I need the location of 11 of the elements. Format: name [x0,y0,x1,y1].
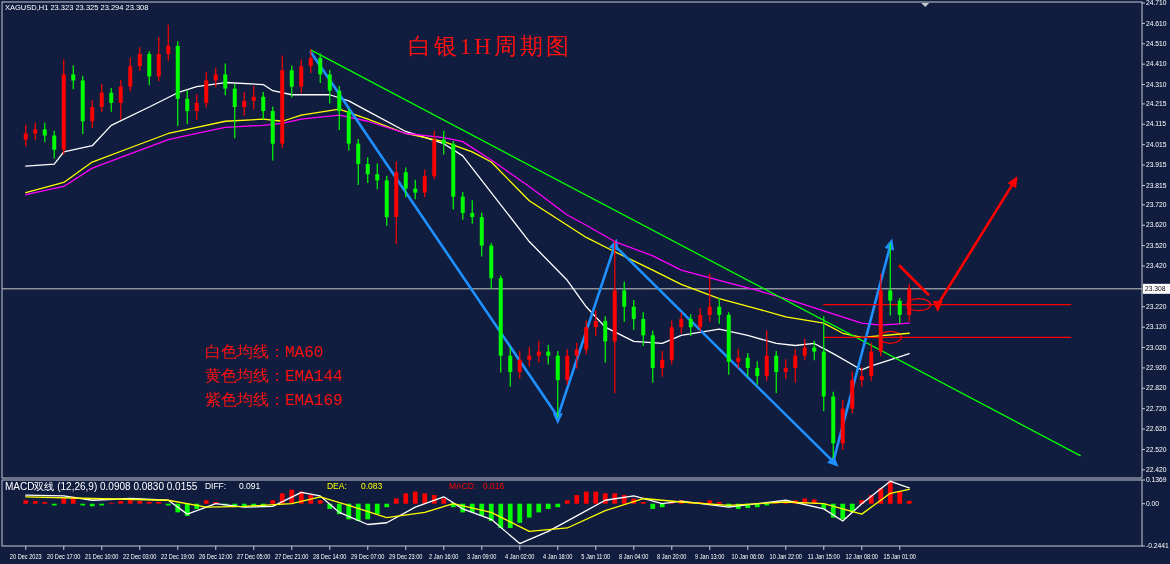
annotation: 白色均线：MA60 [205,343,324,362]
annotation: 0.016 [482,481,505,491]
annotation: 紫色均线：EMA169 [205,391,343,410]
annotation: 黄色均线：EMA144 [205,367,343,386]
annotation: 0.083 [360,481,383,491]
text: 白银1H周期图 [407,34,572,59]
series-label: MACD: [448,481,477,491]
annotation: 0.091 [238,481,261,491]
annotation: MACD双线 (12,26,9) 0.0908 0.0830 0.0155 [5,481,198,492]
series-label: DEA: [326,481,347,491]
series-label: DIFF: [204,481,227,491]
